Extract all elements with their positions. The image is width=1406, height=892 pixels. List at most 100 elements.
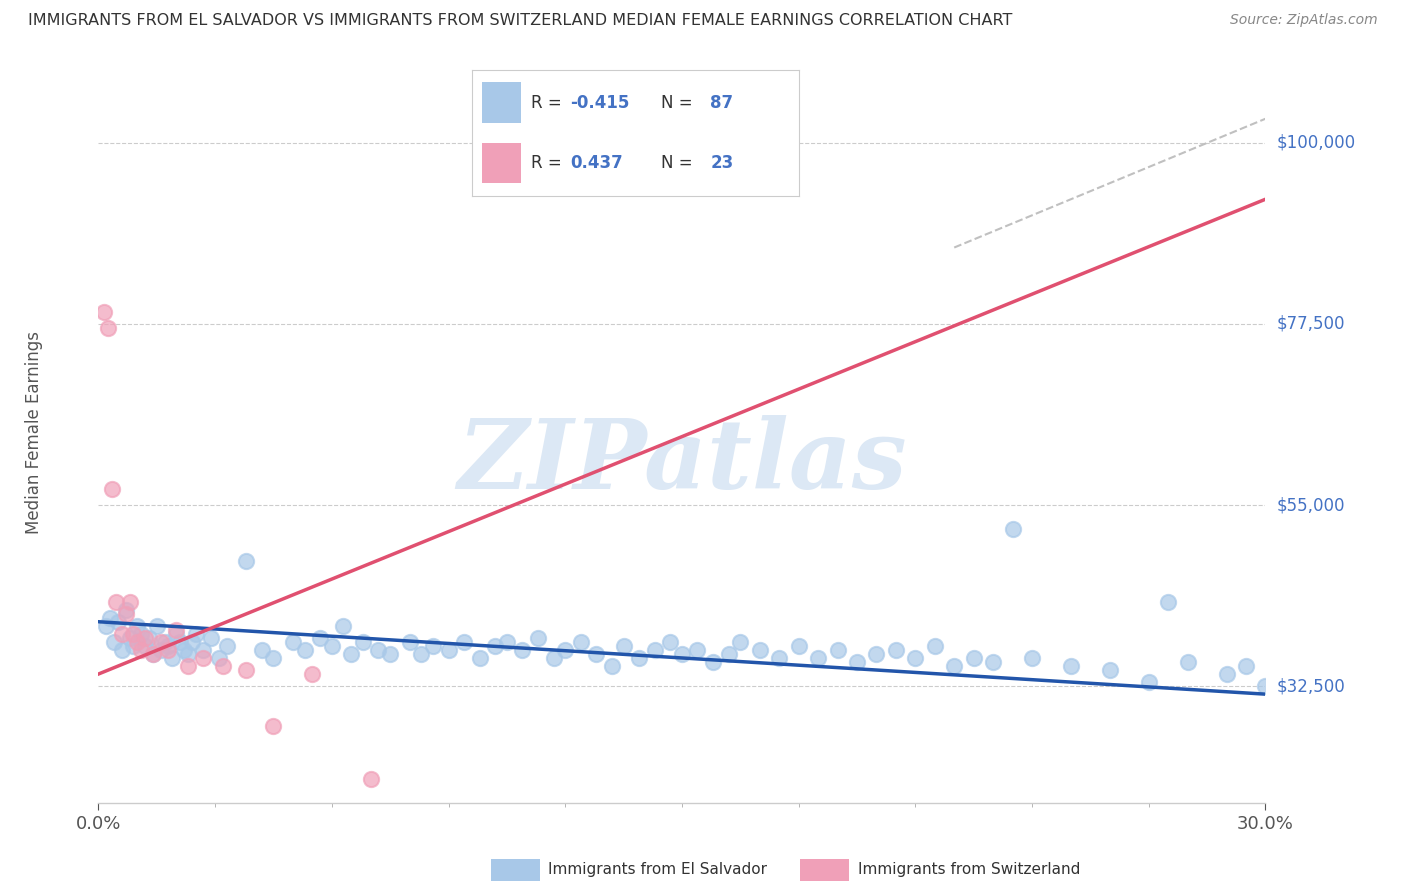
Point — [717, 647, 740, 661]
Point — [111, 627, 134, 641]
Point — [127, 619, 149, 633]
Point — [437, 643, 460, 657]
Point — [1001, 522, 1024, 536]
Point — [827, 643, 849, 657]
Point — [250, 643, 273, 657]
Point — [281, 635, 304, 649]
Point — [235, 554, 257, 568]
Point — [512, 643, 534, 657]
Point — [111, 643, 134, 657]
Point — [962, 651, 984, 665]
Point — [1137, 675, 1160, 690]
Point — [884, 643, 907, 657]
Point — [149, 643, 172, 657]
Point — [468, 651, 491, 665]
Point — [321, 639, 343, 653]
Point — [924, 639, 946, 653]
Point — [142, 647, 165, 661]
Point — [200, 631, 222, 645]
Point — [1098, 663, 1121, 677]
Point — [235, 663, 257, 677]
Point — [127, 635, 149, 649]
Point — [422, 639, 444, 653]
Point — [142, 647, 165, 661]
Text: Immigrants from El Salvador: Immigrants from El Salvador — [548, 863, 768, 877]
Point — [134, 631, 156, 645]
Point — [554, 643, 576, 657]
Point — [360, 772, 382, 786]
Point — [845, 655, 868, 669]
Point — [122, 639, 145, 653]
Point — [484, 639, 506, 653]
Text: Immigrants from Switzerland: Immigrants from Switzerland — [858, 863, 1080, 877]
Point — [496, 635, 519, 649]
Point — [165, 627, 187, 641]
Point — [340, 647, 363, 661]
Point — [367, 643, 389, 657]
Point — [114, 607, 136, 621]
Point — [543, 651, 565, 665]
Point — [122, 627, 145, 641]
Point — [184, 627, 207, 641]
Text: $32,500: $32,500 — [1277, 677, 1346, 695]
Point — [702, 655, 724, 669]
Point — [96, 619, 118, 633]
Point — [193, 643, 215, 657]
Text: IMMIGRANTS FROM EL SALVADOR VS IMMIGRANTS FROM SWITZERLAND MEDIAN FEMALE EARNING: IMMIGRANTS FROM EL SALVADOR VS IMMIGRANT… — [28, 13, 1012, 29]
Point — [180, 635, 202, 649]
Point — [157, 639, 180, 653]
Point — [1060, 659, 1083, 673]
Point — [103, 635, 125, 649]
Text: Source: ZipAtlas.com: Source: ZipAtlas.com — [1230, 13, 1378, 28]
Point — [1157, 594, 1180, 608]
Point — [294, 643, 316, 657]
Point — [453, 635, 475, 649]
Point — [129, 643, 152, 657]
Point — [332, 619, 354, 633]
Point — [129, 627, 152, 641]
Text: ZIPatlas: ZIPatlas — [457, 416, 907, 509]
Point — [644, 643, 666, 657]
Point — [262, 651, 284, 665]
Text: Median Female Earnings: Median Female Earnings — [25, 331, 44, 534]
Point — [748, 643, 770, 657]
Point — [671, 647, 693, 661]
Point — [1177, 655, 1199, 669]
Point — [585, 647, 607, 661]
Point — [98, 611, 121, 625]
Point — [768, 651, 790, 665]
Point — [153, 635, 176, 649]
Point — [114, 602, 136, 616]
Point — [1254, 679, 1277, 693]
Point — [149, 635, 172, 649]
Point — [981, 655, 1004, 669]
Point — [628, 651, 651, 665]
Point — [118, 631, 141, 645]
Point — [569, 635, 592, 649]
Point — [1215, 667, 1237, 681]
Point — [904, 651, 927, 665]
Point — [398, 635, 420, 649]
Point — [612, 639, 634, 653]
Point — [97, 321, 120, 335]
Point — [807, 651, 830, 665]
Point — [208, 651, 231, 665]
Point — [1021, 651, 1043, 665]
Point — [165, 623, 187, 637]
Point — [943, 659, 966, 673]
Point — [600, 659, 623, 673]
Point — [380, 647, 402, 661]
Point — [157, 643, 180, 657]
Point — [215, 639, 238, 653]
Text: $55,000: $55,000 — [1277, 496, 1346, 514]
Point — [177, 647, 200, 661]
Point — [309, 631, 332, 645]
Point — [686, 643, 709, 657]
Point — [173, 643, 195, 657]
Point — [659, 635, 682, 649]
Text: $100,000: $100,000 — [1277, 134, 1355, 152]
Point — [107, 615, 129, 629]
Point — [162, 651, 184, 665]
Point — [730, 635, 752, 649]
Point — [1234, 659, 1257, 673]
